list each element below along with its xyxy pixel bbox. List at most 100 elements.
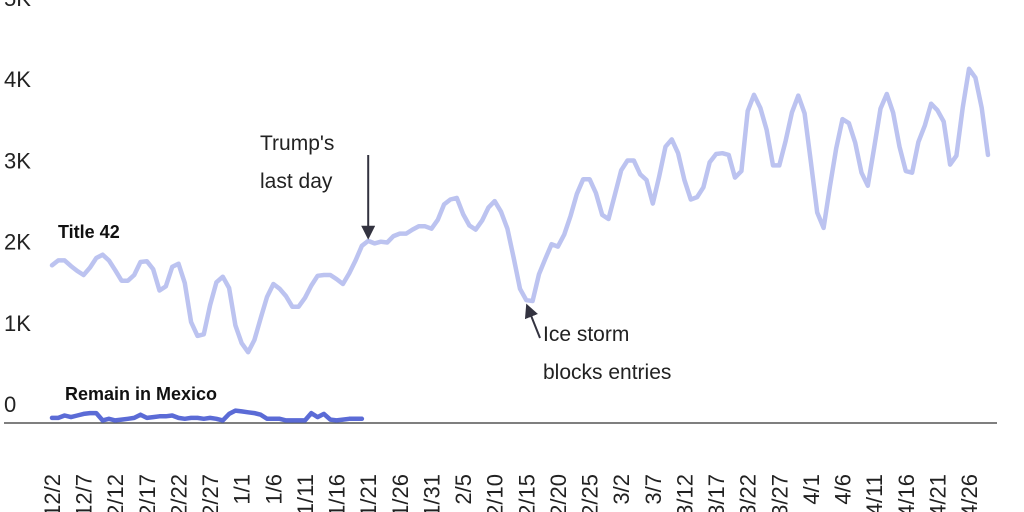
data-point — [323, 274, 325, 276]
data-point — [437, 219, 439, 221]
x-tick-label: 2/10 — [483, 474, 508, 512]
data-point — [316, 275, 319, 277]
x-tick-label: 1/6 — [261, 474, 286, 505]
data-point — [114, 269, 116, 272]
data-point — [924, 124, 926, 127]
series-label-remain-in-mexico: Remain in Mexico — [65, 384, 217, 404]
data-point — [108, 418, 110, 420]
annotation-text: blocks entries — [543, 361, 671, 384]
data-point — [424, 225, 426, 228]
data-point — [108, 259, 110, 262]
data-point — [576, 193, 578, 195]
data-point — [696, 196, 698, 198]
data-point — [481, 219, 483, 222]
data-point — [95, 257, 98, 259]
data-point — [215, 281, 218, 284]
data-point — [120, 418, 123, 421]
data-point — [854, 141, 856, 144]
data-point — [848, 122, 850, 124]
data-point — [727, 154, 730, 156]
data-point — [873, 146, 875, 149]
data-point — [892, 111, 894, 114]
data-point — [506, 227, 509, 230]
data-point — [177, 417, 180, 419]
data-point — [949, 163, 951, 166]
x-tick-label: 1/21 — [356, 474, 381, 512]
data-point — [538, 273, 540, 276]
data-point — [968, 68, 970, 70]
data-point — [418, 225, 420, 228]
data-point — [734, 176, 736, 179]
data-point — [51, 264, 53, 267]
data-point — [342, 283, 344, 285]
data-point — [76, 270, 79, 272]
data-point — [626, 159, 629, 162]
data-point — [266, 296, 268, 298]
data-point — [361, 418, 363, 420]
data-point — [835, 147, 837, 150]
data-point — [563, 233, 566, 236]
y-tick-label: 4K — [4, 67, 31, 92]
data-point — [765, 128, 768, 131]
x-tick-label: 12/12 — [103, 474, 128, 512]
data-point — [203, 418, 205, 420]
data-point — [961, 107, 964, 109]
data-point — [51, 417, 53, 419]
data-point — [614, 193, 616, 196]
data-point — [456, 197, 458, 199]
data-point — [468, 224, 471, 227]
x-tick-label: 1/31 — [420, 474, 445, 512]
x-tick-label: 2/5 — [451, 474, 476, 505]
data-point — [822, 227, 825, 229]
data-point — [797, 94, 800, 97]
x-tick-label: 1/11 — [293, 474, 318, 512]
annotation-arrow — [524, 303, 541, 339]
x-tick-label: 12/17 — [135, 474, 160, 512]
data-point — [133, 417, 135, 419]
data-point — [715, 153, 717, 155]
x-tick-label: 3/17 — [704, 474, 729, 512]
data-point — [127, 279, 129, 282]
data-point — [595, 192, 597, 194]
data-point — [63, 414, 66, 417]
series-points — [51, 68, 989, 422]
x-tick-label: 3/7 — [641, 474, 666, 505]
series-label-title-42: Title 42 — [58, 222, 120, 242]
data-point — [601, 214, 603, 216]
data-point — [474, 228, 477, 231]
data-point — [209, 304, 211, 306]
data-point — [911, 171, 913, 174]
y-tick-label: 0 — [4, 392, 16, 417]
data-point — [101, 253, 104, 256]
data-point — [531, 300, 534, 302]
data-point — [127, 418, 129, 420]
x-tick-label: 3/12 — [672, 474, 697, 512]
x-tick-label: 4/1 — [799, 474, 824, 505]
data-point — [272, 418, 275, 420]
data-point — [879, 107, 882, 110]
data-point — [101, 419, 104, 422]
data-point — [259, 317, 262, 319]
data-point — [399, 232, 401, 235]
x-tick-label: 4/26 — [957, 474, 982, 512]
data-point — [152, 268, 154, 271]
data-point — [430, 227, 433, 230]
data-point — [82, 413, 85, 415]
data-point — [70, 416, 72, 418]
data-point — [209, 417, 211, 419]
data-point — [304, 297, 306, 299]
data-point — [228, 413, 230, 415]
data-point — [329, 274, 332, 276]
data-point — [525, 299, 528, 302]
data-point — [158, 289, 161, 292]
data-point — [367, 240, 370, 242]
data-point — [323, 413, 325, 415]
data-point — [228, 287, 230, 289]
data-point — [987, 154, 989, 156]
data-point — [285, 419, 287, 422]
data-point — [740, 170, 743, 172]
data-point — [278, 288, 281, 290]
data-point — [158, 415, 161, 418]
series-lines — [49, 66, 991, 423]
